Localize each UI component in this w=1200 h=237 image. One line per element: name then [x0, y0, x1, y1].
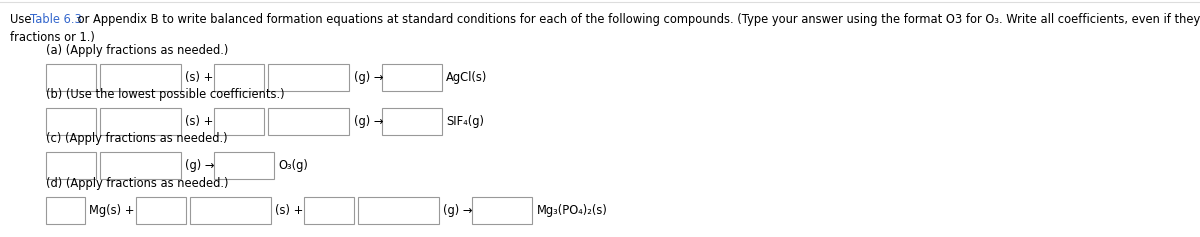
- Text: (g) →: (g) →: [354, 115, 384, 128]
- FancyBboxPatch shape: [214, 64, 264, 91]
- FancyBboxPatch shape: [382, 64, 442, 91]
- Text: (s) +: (s) +: [185, 71, 214, 84]
- Text: (g) →: (g) →: [185, 159, 215, 172]
- FancyBboxPatch shape: [46, 108, 96, 135]
- FancyBboxPatch shape: [358, 197, 439, 224]
- FancyBboxPatch shape: [472, 197, 532, 224]
- FancyBboxPatch shape: [268, 108, 349, 135]
- FancyBboxPatch shape: [304, 197, 354, 224]
- Text: (g) →: (g) →: [354, 71, 384, 84]
- Text: SIF₄(g): SIF₄(g): [446, 115, 485, 128]
- Text: (c) (Apply fractions as needed.): (c) (Apply fractions as needed.): [46, 132, 227, 145]
- Text: Mg(s) +: Mg(s) +: [89, 204, 134, 217]
- Text: O₃(g): O₃(g): [278, 159, 308, 172]
- FancyBboxPatch shape: [100, 152, 181, 179]
- Text: (s) +: (s) +: [185, 115, 214, 128]
- Text: Use: Use: [10, 13, 35, 26]
- FancyBboxPatch shape: [136, 197, 186, 224]
- FancyBboxPatch shape: [190, 197, 271, 224]
- Text: (s) +: (s) +: [275, 204, 304, 217]
- Text: fractions or 1.): fractions or 1.): [10, 31, 95, 44]
- FancyBboxPatch shape: [46, 152, 96, 179]
- FancyBboxPatch shape: [214, 108, 264, 135]
- Text: Mg₃(PO₄)₂(s): Mg₃(PO₄)₂(s): [536, 204, 607, 217]
- Text: or Appendix B to write balanced formation equations at standard conditions for e: or Appendix B to write balanced formatio…: [74, 13, 1200, 26]
- FancyBboxPatch shape: [100, 64, 181, 91]
- FancyBboxPatch shape: [46, 64, 96, 91]
- Text: (d) (Apply fractions as needed.): (d) (Apply fractions as needed.): [46, 177, 228, 190]
- FancyBboxPatch shape: [214, 152, 274, 179]
- Text: (a) (Apply fractions as needed.): (a) (Apply fractions as needed.): [46, 44, 228, 57]
- Text: AgCl(s): AgCl(s): [446, 71, 487, 84]
- FancyBboxPatch shape: [382, 108, 442, 135]
- FancyBboxPatch shape: [46, 197, 85, 224]
- Text: (g) →: (g) →: [443, 204, 473, 217]
- Text: Table 6.3: Table 6.3: [30, 13, 82, 26]
- Text: (b) (Use the lowest possible coefficients.): (b) (Use the lowest possible coefficient…: [46, 88, 284, 101]
- FancyBboxPatch shape: [268, 64, 349, 91]
- FancyBboxPatch shape: [100, 108, 181, 135]
